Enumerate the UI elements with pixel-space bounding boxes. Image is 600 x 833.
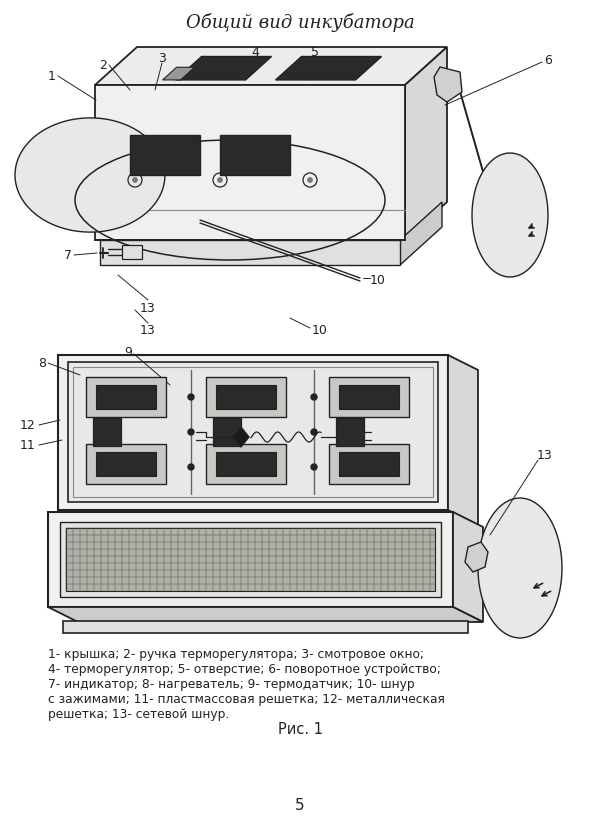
Bar	[206, 377, 286, 417]
Polygon shape	[478, 498, 562, 638]
Circle shape	[188, 394, 194, 400]
Text: 10: 10	[312, 323, 328, 337]
Polygon shape	[448, 355, 478, 525]
Text: Рис. 1: Рис. 1	[277, 722, 323, 737]
Circle shape	[308, 177, 313, 182]
Bar	[329, 444, 409, 484]
Bar	[58, 355, 448, 510]
Bar	[216, 452, 276, 476]
Bar	[220, 135, 290, 175]
Circle shape	[218, 177, 223, 182]
Text: 10: 10	[370, 273, 386, 287]
Polygon shape	[465, 542, 488, 572]
Polygon shape	[48, 607, 483, 622]
Text: 3: 3	[158, 52, 166, 64]
Bar	[60, 522, 441, 597]
Bar	[130, 135, 200, 175]
Text: 13: 13	[140, 323, 156, 337]
Bar	[336, 418, 364, 446]
Bar	[96, 385, 156, 409]
Text: 4: 4	[251, 46, 259, 58]
Bar	[96, 452, 156, 476]
Polygon shape	[472, 153, 548, 277]
Bar	[86, 444, 166, 484]
Text: 7: 7	[64, 248, 72, 262]
Text: 2: 2	[99, 58, 107, 72]
Bar	[73, 367, 433, 497]
Polygon shape	[434, 67, 462, 102]
Bar	[63, 621, 468, 633]
Polygon shape	[405, 47, 447, 240]
Bar	[95, 85, 405, 240]
Polygon shape	[95, 47, 447, 85]
Circle shape	[133, 177, 137, 182]
Bar	[213, 418, 241, 446]
Bar	[68, 362, 438, 502]
Polygon shape	[275, 57, 382, 80]
Bar	[93, 418, 121, 446]
Text: 12: 12	[20, 418, 36, 431]
Polygon shape	[15, 118, 165, 232]
Text: 4- терморегулятор; 5- отверстие; 6- поворотное устройство;: 4- терморегулятор; 5- отверстие; 6- пово…	[48, 663, 441, 676]
Polygon shape	[163, 67, 194, 80]
Text: 9: 9	[124, 346, 132, 358]
Text: 7- индикатор; 8- нагреватель; 9- термодатчик; 10- шнур: 7- индикатор; 8- нагреватель; 9- термода…	[48, 678, 415, 691]
Bar	[66, 528, 435, 591]
Polygon shape	[400, 202, 442, 265]
Bar	[48, 512, 453, 607]
Polygon shape	[233, 427, 249, 447]
Circle shape	[311, 394, 317, 400]
Polygon shape	[176, 57, 271, 80]
Text: с зажимами; 11- пластмассовая решетка; 12- металлическая: с зажимами; 11- пластмассовая решетка; 1…	[48, 693, 445, 706]
Circle shape	[188, 464, 194, 470]
Circle shape	[188, 429, 194, 435]
Text: 13: 13	[140, 302, 156, 315]
Bar	[329, 377, 409, 417]
Text: 6: 6	[544, 53, 552, 67]
Text: 1: 1	[48, 69, 56, 82]
Bar	[339, 385, 399, 409]
Text: 1- крышка; 2- ручка терморегулятора; 3- смотровое окно;: 1- крышка; 2- ручка терморегулятора; 3- …	[48, 648, 424, 661]
Text: 5: 5	[295, 797, 305, 812]
Bar	[339, 452, 399, 476]
Text: решетка; 13- сетевой шнур.: решетка; 13- сетевой шнур.	[48, 708, 229, 721]
Text: Общий вид инкубатора: Общий вид инкубатора	[185, 12, 415, 32]
Bar	[86, 377, 166, 417]
Bar	[122, 245, 142, 259]
Polygon shape	[453, 512, 483, 622]
Text: 11: 11	[20, 438, 36, 451]
Text: 8: 8	[38, 357, 46, 370]
Circle shape	[311, 464, 317, 470]
Text: 13: 13	[537, 448, 553, 461]
Bar	[100, 240, 400, 265]
Text: 5: 5	[311, 46, 319, 58]
Bar	[216, 385, 276, 409]
Bar	[206, 444, 286, 484]
Circle shape	[311, 429, 317, 435]
